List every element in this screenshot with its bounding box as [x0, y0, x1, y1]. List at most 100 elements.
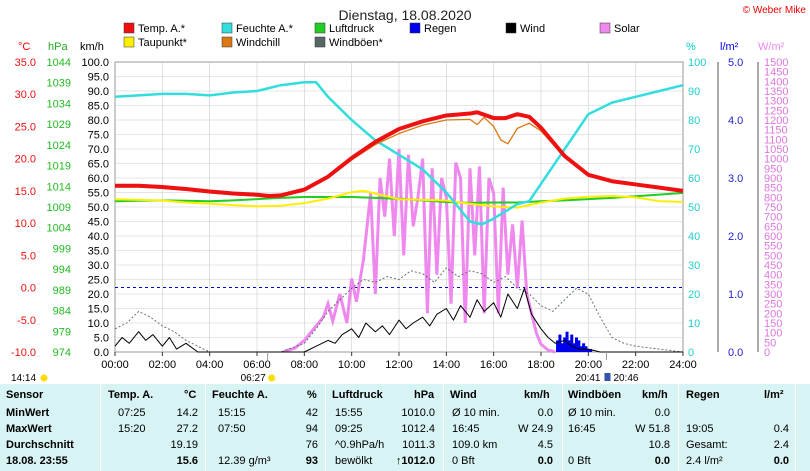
rain-tick-label: 4.0: [728, 115, 743, 127]
wind-line: [114, 287, 683, 353]
solar-tick-label: 1050: [764, 144, 788, 156]
unit-rain: l/m²: [720, 41, 739, 53]
wind-tick-label: 10.0: [88, 318, 109, 330]
wind-label: 0 Bft: [452, 455, 475, 467]
table-row: 18.08. 23:55 15.6 12.39 g/m³ 93 bewölkt ↑1012…: [0, 454, 810, 471]
wind-label: 16:45: [452, 423, 480, 435]
legend-label-dew: Taupunkt*: [138, 37, 188, 49]
unit-wind: km/h: [80, 41, 104, 53]
wind-value: 0.0: [537, 407, 553, 419]
wind-tick-label: 95.0: [88, 72, 109, 84]
wind-tick-label: 90.0: [88, 86, 109, 98]
solar-tick-label: 1300: [764, 96, 788, 108]
x-tick-label: 20:00: [575, 359, 603, 371]
legend-swatch-wind: [505, 22, 517, 34]
header-hum-unit: %: [307, 389, 317, 401]
header-pressure-unit: hPa: [414, 389, 435, 401]
rain-bar: [558, 334, 562, 352]
rain-bar: [563, 337, 567, 352]
pressure-tick-label: 1024: [47, 140, 71, 152]
solar-tick-label: 1400: [764, 76, 788, 88]
pressure-tick-label: 1014: [47, 181, 71, 193]
rain-bar: [575, 337, 578, 352]
legend-label-temp: Temp. A.*: [138, 23, 186, 35]
copyright-text: © Weber Mike: [743, 5, 807, 16]
rain-tick-label: 2.0: [728, 231, 743, 243]
pressure-tick-label: 1044: [47, 57, 71, 69]
pressure-time: bewölkt: [335, 455, 373, 467]
header-rain-unit: l/m²: [764, 389, 784, 401]
solar-tick-label: 1350: [764, 86, 788, 98]
x-tick-label: 10:00: [338, 359, 366, 371]
temp-tick-label: 5.0: [21, 250, 36, 262]
header-gust-unit: km/h: [642, 389, 668, 401]
chart-title: Dienstag, 18.08.2020: [338, 7, 471, 23]
unit-solar: W/m²: [758, 41, 785, 53]
legend-label-hum: Feuchte A.*: [236, 23, 294, 35]
x-tick-label: 06:00: [243, 359, 271, 371]
solar-line: [283, 148, 556, 354]
solar-tick-label: 1100: [764, 134, 788, 146]
legend-swatch-temp: [123, 22, 135, 34]
rain-tick-label: 1.0: [728, 289, 743, 301]
x-tick-label: 04:00: [196, 359, 224, 371]
pressure-tick-label: 1004: [47, 223, 71, 235]
pressure-tick-label: 984: [53, 306, 71, 318]
pressure-tick-label: 1039: [47, 78, 71, 90]
humidity-time: 12.39 g/m³: [218, 455, 271, 467]
header-hum: Feuchte A.: [212, 389, 268, 401]
humidity-tick-label: 100: [688, 57, 706, 69]
moon-rise-icon: [40, 374, 48, 382]
chart-axes: 35.0 30.0 25.0 20.0 15.0 10.0 5.0 0.0 -5.0 -10.0 1…: [11, 57, 789, 371]
header-wind: Wind: [450, 389, 477, 401]
temp-tick-label: -5.0: [17, 315, 36, 327]
solar-tick-label: 500: [764, 250, 782, 262]
humidity-time: 15:15: [218, 407, 246, 419]
chart-series: [114, 81, 684, 354]
humidity-value: 42: [305, 407, 318, 419]
header-wind-unit: km/h: [524, 389, 550, 401]
pressure-tick-label: 979: [53, 326, 71, 338]
rain-bar: [582, 343, 586, 352]
header-sensor: Sensor: [6, 389, 44, 401]
moon-set-icon: [604, 373, 611, 381]
solar-tick-label: 700: [764, 212, 782, 224]
solar-tick-label: 300: [764, 289, 782, 301]
legend-label-gust: Windböen*: [329, 37, 384, 49]
solar-tick-label: 1000: [764, 154, 788, 166]
temp-tick-label: 20.0: [15, 154, 36, 166]
x-tick-label: 14:00: [433, 359, 461, 371]
humidity-tick-label: 50: [688, 202, 700, 214]
pressure-value: 1012.4: [401, 423, 435, 435]
wind-tick-label: 45.0: [88, 217, 109, 229]
pressure-time: ^0.9hPa/h: [335, 439, 385, 451]
pressure-tick-label: 1019: [47, 161, 71, 173]
rain-bar: [560, 343, 564, 352]
rain-bar: [567, 340, 571, 352]
moonrise-label: 14:14: [11, 373, 36, 384]
solar-tick-label: 200: [764, 308, 782, 320]
weather-chart: Dienstag, 18.08.2020 © Weber Mike °C hPa…: [10, 5, 807, 384]
unit-temp: °C: [18, 41, 30, 53]
legend-label-pressure: Luftdruck: [329, 23, 375, 35]
header-temp-unit: °C: [184, 389, 197, 401]
unit-hum: %: [686, 41, 696, 53]
humidity-tick-label: 30: [688, 260, 700, 272]
legend-swatch-rain: [409, 22, 421, 34]
header-pressure: Luftdruck: [332, 389, 383, 401]
gust-value: W 51.8: [635, 423, 670, 435]
wind-tick-label: 75.0: [88, 130, 109, 142]
table-row: MaxWert 15:20 27.2 07:50 94 09:25 1012.4 16:45 W…: [0, 422, 810, 439]
solar-tick-label: 850: [764, 183, 782, 195]
solar-tick-label: 400: [764, 270, 782, 282]
chart-legend: Temp. A.* Feuchte A.* Luftdruck Regen Wind So…: [123, 22, 640, 49]
pressure-time: 09:25: [335, 423, 363, 435]
row-label: 18.08. 23:55: [6, 455, 68, 467]
humidity-tick-label: 20: [688, 289, 700, 301]
rain-time: 19:05: [686, 423, 714, 435]
solar-tick-label: 1200: [764, 115, 788, 127]
wind-tick-label: 85.0: [88, 101, 109, 113]
rain-bar: [556, 340, 560, 352]
moonset-label: 20:41: [575, 373, 600, 384]
header-rain: Regen: [686, 389, 720, 401]
